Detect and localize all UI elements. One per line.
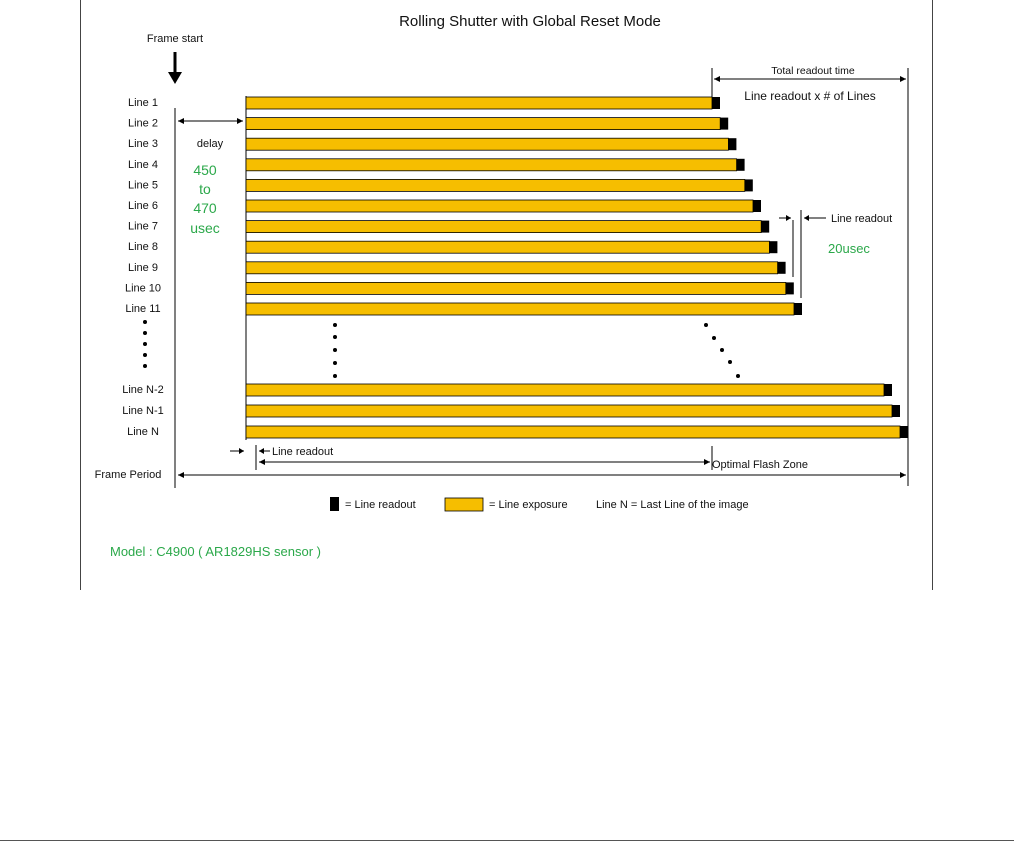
right-line-readout-value: 20usec <box>828 241 870 256</box>
line-bar-7 <box>245 220 770 234</box>
delay-value-line-4: usec <box>190 220 220 236</box>
line-bar-3 <box>245 137 737 151</box>
line-exposure-segment <box>245 199 754 213</box>
line-readout-segment <box>736 158 745 171</box>
line-label-1: Line 1 <box>128 97 158 109</box>
bars-ellipsis-dots <box>333 323 740 378</box>
line-exposure-segment <box>245 425 901 439</box>
optimal-flash-zone-arrow <box>259 459 710 465</box>
line-bar-6 <box>245 199 761 213</box>
tail-line-label-1: Line N-2 <box>122 384 164 396</box>
delay-value-line-1: 450 <box>193 162 217 178</box>
tail-line-bar-3 <box>245 425 908 439</box>
frame-start-arrow-icon <box>168 52 182 84</box>
line-readout-segment <box>884 384 892 396</box>
line-exposure-segment <box>245 240 770 254</box>
line-readout-segment <box>753 200 761 212</box>
tail-line-label-3: Line N <box>127 426 159 438</box>
line-exposure-segment <box>245 404 893 418</box>
delay-value-line-2: to <box>199 181 211 197</box>
line-readout-segment <box>900 426 908 438</box>
line-label-3: Line 3 <box>128 138 158 150</box>
line-exposure-segment <box>245 117 721 130</box>
line-label-10: Line 10 <box>125 282 161 294</box>
legend-readout-label: = Line readout <box>345 499 416 511</box>
line-exposure-segment <box>245 220 762 234</box>
line-exposure-segment <box>245 261 778 275</box>
line-exposure-segment <box>245 96 713 110</box>
line-exposure-segment <box>245 158 738 172</box>
tail-line-labels: Line N-2 Line N-1 Line N <box>122 384 164 438</box>
total-readout-arrow <box>714 76 906 82</box>
line-bar-1 <box>245 96 720 110</box>
delay-label: delay <box>197 138 224 150</box>
right-readout-arrows <box>779 215 826 221</box>
line-readout-segment <box>744 179 753 192</box>
line-label-4: Line 4 <box>128 159 158 171</box>
line-exposure-segment <box>245 302 795 316</box>
line-label-9: Line 9 <box>128 262 158 274</box>
line-readout-segment <box>728 138 737 151</box>
line-bar-2 <box>245 117 729 130</box>
line-readout-segment <box>794 303 802 315</box>
optimal-flash-zone-label: Optimal Flash Zone <box>712 459 808 471</box>
diagram-frame <box>80 0 933 590</box>
tail-line-bar-2 <box>245 404 900 418</box>
line-readout-segment <box>785 282 794 295</box>
legend-exposure-swatch <box>444 497 484 512</box>
line-bar-9 <box>245 261 786 275</box>
frame-period-label: Frame Period <box>95 469 162 481</box>
label-ellipsis-dots <box>143 320 147 368</box>
line-label-7: Line 7 <box>128 221 158 233</box>
line-bar-4 <box>245 158 745 172</box>
bottom-readout-arrows <box>230 448 270 454</box>
right-line-readout-label: Line readout <box>831 213 892 225</box>
line-exposure-segment <box>245 137 729 151</box>
bottom-line-readout-label: Line readout <box>272 446 333 458</box>
line-readout-segment <box>761 220 770 233</box>
diagram-title: Rolling Shutter with Global Reset Mode <box>399 13 661 30</box>
model-label: Model : C4900 ( AR1829HS sensor ) <box>110 544 321 559</box>
tail-line-label-2: Line N-1 <box>122 405 164 417</box>
total-readout-label: Total readout time <box>771 65 855 77</box>
line-label-5: Line 5 <box>128 179 158 191</box>
legend-exposure-label: = Line exposure <box>489 499 568 511</box>
line-exposure-segment <box>245 281 787 295</box>
line-exposure-segment <box>245 178 746 192</box>
line-bar-11 <box>245 302 802 316</box>
delay-arrow <box>178 118 243 124</box>
delay-value-line-3: 470 <box>193 200 217 216</box>
legend-note: Line N = Last Line of the image <box>596 499 749 511</box>
line-readout-segment <box>892 405 900 417</box>
line-readout-segment <box>769 241 778 254</box>
line-bar-8 <box>245 240 778 254</box>
line-bar-5 <box>245 178 753 192</box>
frame-period-arrow <box>178 472 906 478</box>
frame-start-label: Frame start <box>147 33 203 45</box>
line-readout-segment <box>720 117 729 130</box>
line-label-8: Line 8 <box>128 241 158 253</box>
line-label-11: Line 11 <box>125 303 160 315</box>
legend-readout-swatch <box>330 497 339 511</box>
line-labels: Line 1 Line 2 Line 3 Line 4 Line 5 Line 6 Line… <box>125 97 161 315</box>
tail-line-bar-1 <box>245 383 892 397</box>
line-readout-segment <box>777 261 786 274</box>
line-bar-10 <box>245 281 794 295</box>
line-bars <box>245 96 908 439</box>
line-label-2: Line 2 <box>128 118 158 130</box>
line-exposure-segment <box>245 383 885 397</box>
line-label-6: Line 6 <box>128 200 158 212</box>
line-readout-segment <box>712 97 720 109</box>
line-readout-formula: Line readout x # of Lines <box>744 89 875 103</box>
